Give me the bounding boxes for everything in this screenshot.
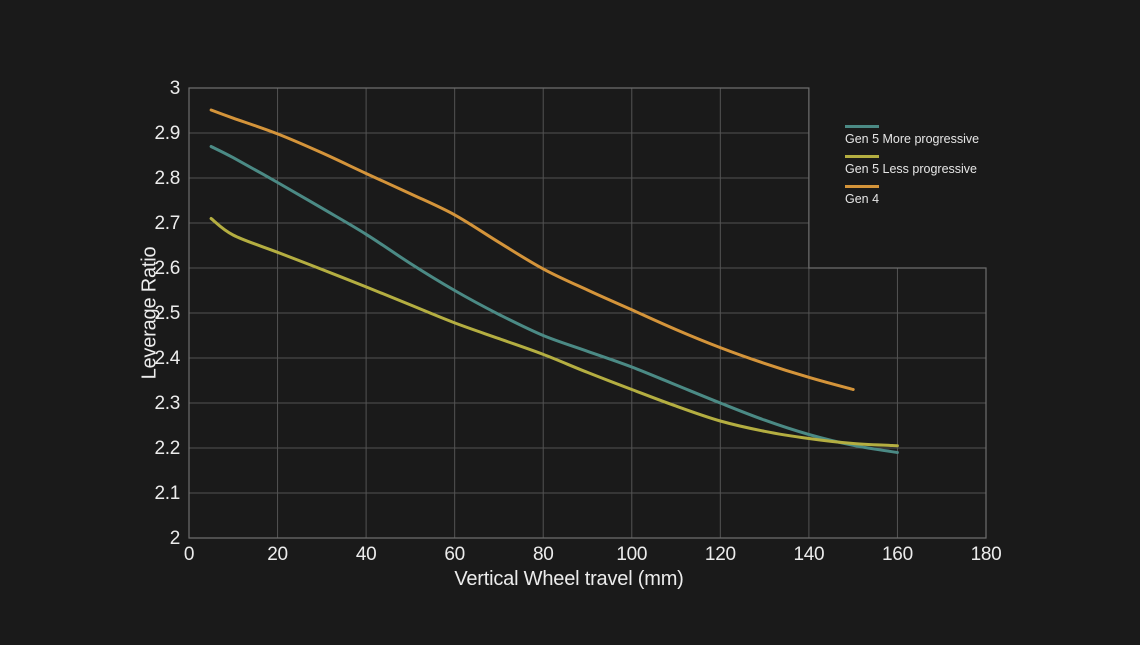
- legend-label: Gen 5 More progressive: [845, 132, 980, 146]
- x-tick-label: 40: [356, 544, 377, 565]
- y-tick-label: 2.6: [154, 258, 180, 279]
- y-tick-label: 2.4: [154, 348, 180, 369]
- x-axis-title-row: Vertical Wheel travel (mm): [0, 568, 1140, 591]
- y-tick-label: 2.5: [154, 303, 180, 324]
- legend-label: Gen 4: [845, 192, 880, 206]
- plot-border: [188, 87, 987, 539]
- legend-item-gen-5-more-progressive: Gen 5 More progressive: [845, 125, 979, 146]
- x-tick-label: 180: [971, 544, 1002, 565]
- x-tick-label: 160: [882, 544, 913, 565]
- legend-swatch: [845, 185, 879, 188]
- x-tick-label: 100: [616, 544, 647, 565]
- legend-swatch: [845, 155, 879, 158]
- y-tick-label: 3: [170, 78, 180, 99]
- y-tick-label: 2.2: [154, 438, 180, 459]
- legend: Gen 5 More progressive Gen 5 Less progres…: [845, 125, 979, 215]
- y-tick-label: 2.9: [154, 123, 180, 144]
- legend-item-gen-5-less-progressive: Gen 5 Less progressive: [845, 155, 979, 176]
- x-tick-label: 80: [533, 544, 554, 565]
- x-tick-label: 60: [444, 544, 465, 565]
- x-tick-label: 120: [705, 544, 736, 565]
- series-lines: [209, 108, 899, 454]
- y-tick-label: 2.7: [154, 213, 180, 234]
- series-line-gen-4: [209, 108, 855, 391]
- legend-swatch: [845, 125, 879, 128]
- y-tick-label: 2.3: [154, 393, 180, 414]
- y-axis-title: Leverage Ratio: [138, 246, 161, 380]
- x-tick-label: 20: [267, 544, 288, 565]
- series-line-gen-5-less-progressive: [209, 217, 899, 448]
- y-tick-label: 2.1: [154, 483, 180, 504]
- x-tick-label: 140: [793, 544, 824, 565]
- y-tick-label: 2.8: [154, 168, 180, 189]
- x-tick-label: 0: [184, 544, 194, 565]
- tick-labels: 0 20 40 60 80 100 120 140 160 180 2 2.1 2.2 2.3 2.4 2.5…: [154, 78, 1001, 565]
- legend-label: Gen 5 Less progressive: [845, 162, 978, 176]
- legend-item-gen-4: Gen 4: [845, 185, 979, 206]
- y-tick-label: 2: [170, 528, 180, 549]
- series-line-gen-5-more-progressive: [209, 145, 899, 454]
- x-axis-title: Vertical Wheel travel (mm): [454, 568, 684, 590]
